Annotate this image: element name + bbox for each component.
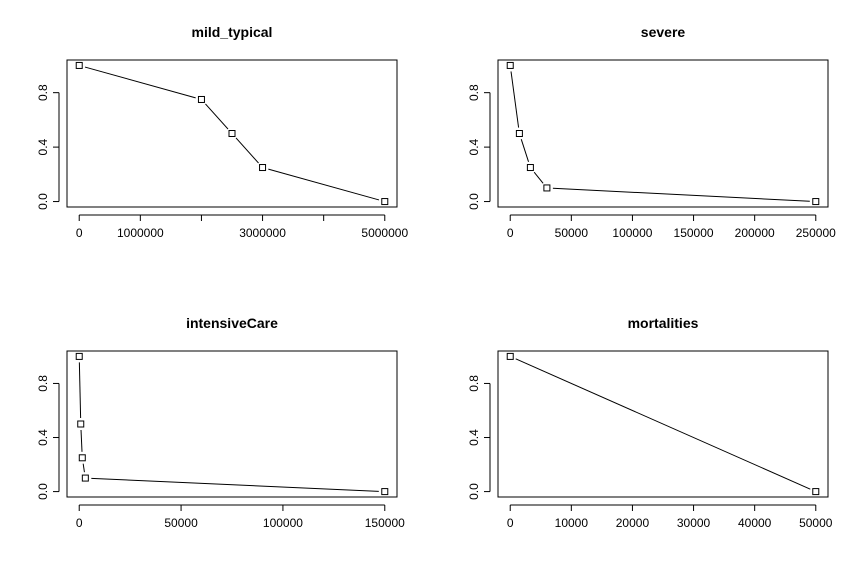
x-tick-label: 0 <box>76 516 83 530</box>
x-tick-label: 5000000 <box>361 226 408 240</box>
plot-frame <box>497 350 829 498</box>
data-point <box>381 488 389 496</box>
data-point <box>75 352 83 360</box>
series-line-segment <box>510 71 520 128</box>
plot-frame <box>66 59 398 208</box>
x-tick-label: 50000 <box>164 516 198 530</box>
x-tick-label: 20000 <box>616 516 650 530</box>
x-tick-label: 50000 <box>799 516 833 530</box>
data-point <box>381 198 389 206</box>
series-line-segment <box>235 137 259 164</box>
series-line-segment <box>205 103 229 130</box>
y-tick-label: 0.4 <box>467 429 481 446</box>
chart-title: severe <box>641 24 686 40</box>
panel-mortalities: mortalities 0 10000 20000 30000 40000 50000 0.0… <box>467 315 833 530</box>
series-line-segment <box>268 168 380 201</box>
data-point <box>81 474 89 482</box>
y-tick-label: 0.0 <box>467 193 481 210</box>
data-point <box>78 454 86 462</box>
data-point <box>812 488 820 496</box>
data-point <box>197 95 205 103</box>
data-point <box>77 420 85 428</box>
panel-severe: severe 0 50000 100000 150000 200000 250000 0.0 0… <box>467 24 836 240</box>
y-tick-label: 0.4 <box>36 429 50 446</box>
panel-mild-typical: mild_typical 0 1000000 3000000 5000000 0.0 0.4… <box>36 24 408 240</box>
data-point <box>506 61 514 69</box>
plot-frame <box>497 59 829 208</box>
y-tick-label: 0.8 <box>467 84 481 101</box>
series-line-segment <box>82 463 85 473</box>
y-tick-label: 0.0 <box>36 193 50 210</box>
chart-title: mortalities <box>628 315 699 331</box>
chart-title: intensiveCare <box>186 315 278 331</box>
plot-frame <box>66 350 398 498</box>
x-tick-label: 0 <box>76 226 83 240</box>
series-line-segment <box>520 139 530 162</box>
x-tick-label: 150000 <box>365 516 405 530</box>
series-line-segment <box>91 477 379 492</box>
x-tick-label: 100000 <box>263 516 303 530</box>
series-line-segment <box>78 362 82 419</box>
data-point <box>75 61 83 69</box>
y-tick-label: 0.4 <box>467 138 481 155</box>
x-tick-label: 10000 <box>555 516 589 530</box>
panel-intensive-care: intensiveCare 0 50000 100000 150000 0.0 0.4 0.8 <box>36 315 405 530</box>
y-tick-label: 0.4 <box>36 138 50 155</box>
y-tick-label: 0.8 <box>36 375 50 392</box>
x-tick-label: 0 <box>507 516 514 530</box>
x-tick-label: 40000 <box>738 516 772 530</box>
x-tick-label: 1000000 <box>117 226 164 240</box>
y-tick-label: 0.8 <box>467 375 481 392</box>
x-tick-label: 150000 <box>674 226 714 240</box>
data-point <box>812 198 820 206</box>
series-line-segment <box>533 171 544 184</box>
data-point <box>526 164 534 172</box>
data-point <box>228 130 236 137</box>
data-point <box>543 184 551 192</box>
series-line-segment <box>515 358 811 490</box>
y-tick-label: 0.0 <box>36 483 50 500</box>
chart-title: mild_typical <box>192 24 273 40</box>
x-tick-label: 50000 <box>555 226 589 240</box>
series-line-segment <box>552 187 810 202</box>
data-point <box>259 164 267 172</box>
x-tick-label: 0 <box>507 226 514 240</box>
x-tick-label: 30000 <box>677 516 711 530</box>
x-tick-label: 200000 <box>735 226 775 240</box>
y-tick-label: 0.0 <box>467 483 481 500</box>
x-tick-label: 250000 <box>796 226 836 240</box>
series-line-segment <box>84 66 196 99</box>
series-line-segment <box>80 429 83 452</box>
x-tick-label: 100000 <box>612 226 652 240</box>
data-point <box>506 352 514 360</box>
x-tick-label: 3000000 <box>239 226 286 240</box>
y-tick-label: 0.8 <box>36 84 50 101</box>
data-point <box>515 130 523 137</box>
